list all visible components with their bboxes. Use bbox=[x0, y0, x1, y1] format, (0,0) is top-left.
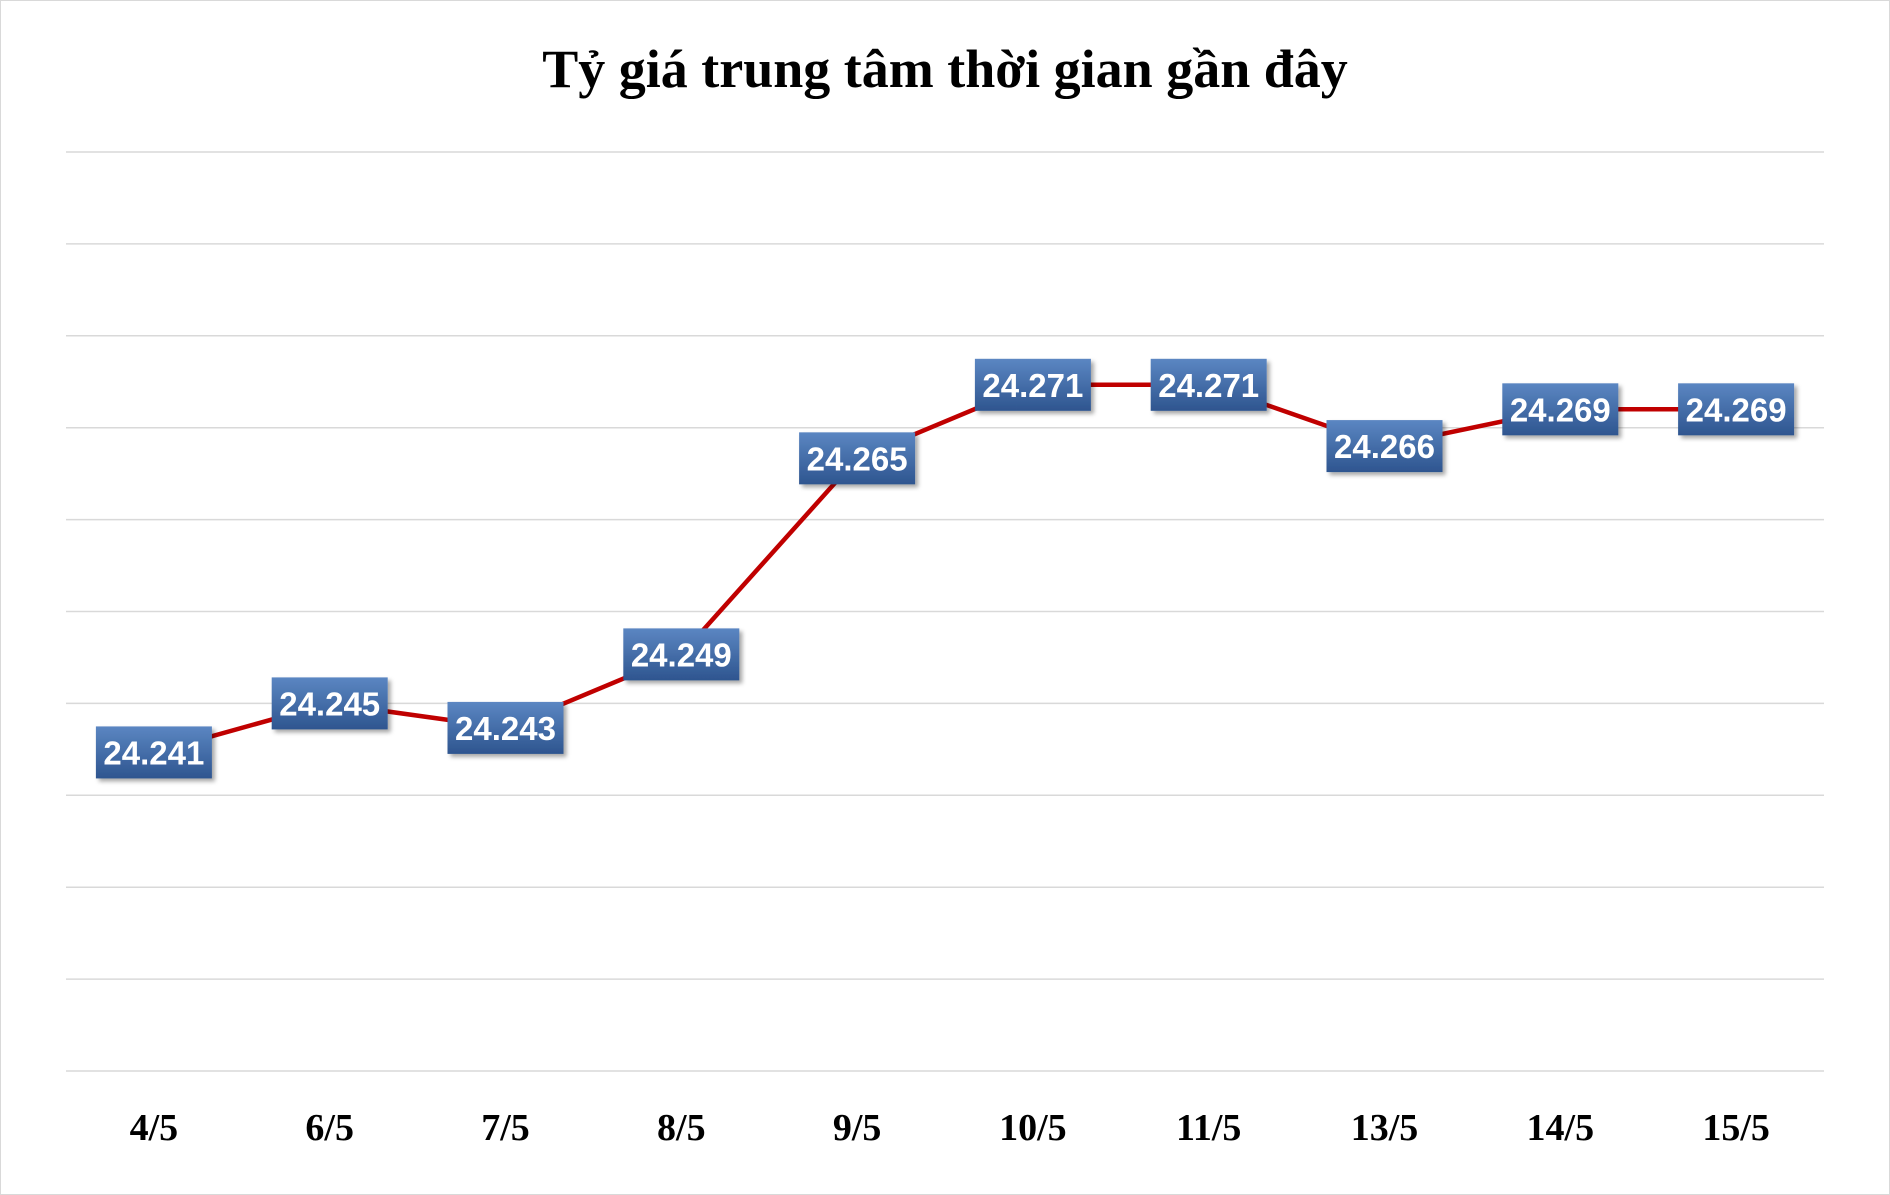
x-tick-label: 6/5 bbox=[305, 1107, 354, 1149]
data-label-text: 24.269 bbox=[1510, 391, 1611, 428]
gridlines bbox=[66, 151, 1824, 1072]
data-label-7: 24.266 bbox=[1326, 420, 1443, 473]
data-label-2: 24.243 bbox=[447, 701, 564, 754]
data-label-box bbox=[447, 701, 564, 754]
data-label-box bbox=[1678, 383, 1795, 436]
data-label-text: 24.266 bbox=[1334, 428, 1435, 465]
data-label-box bbox=[1502, 383, 1619, 436]
data-labels: 24.241 24.245 24.243 24.249 24.265 24.271 24.2… bbox=[95, 358, 1795, 779]
data-label-8: 24.269 bbox=[1502, 383, 1619, 436]
data-label-5: 24.271 bbox=[974, 358, 1091, 411]
x-tick-label: 11/5 bbox=[1176, 1107, 1241, 1149]
data-label-4: 24.265 bbox=[799, 432, 916, 485]
series-line-path bbox=[153, 382, 1737, 755]
data-label-box bbox=[95, 726, 212, 779]
x-tick-label: 7/5 bbox=[481, 1107, 530, 1149]
data-label-3: 24.249 bbox=[623, 628, 740, 681]
data-label-1: 24.245 bbox=[271, 677, 388, 730]
data-label-box bbox=[623, 628, 740, 681]
data-label-text: 24.249 bbox=[631, 636, 732, 673]
data-label-text: 24.245 bbox=[279, 685, 380, 722]
data-label-box bbox=[1326, 420, 1443, 473]
x-tick-label: 4/5 bbox=[130, 1107, 179, 1149]
data-label-box bbox=[799, 432, 916, 485]
x-tick-label: 15/5 bbox=[1702, 1107, 1770, 1149]
series-line bbox=[153, 382, 1737, 755]
data-label-text: 24.269 bbox=[1686, 391, 1787, 428]
x-tick-label: 14/5 bbox=[1527, 1107, 1595, 1149]
data-label-text: 24.243 bbox=[455, 710, 556, 747]
data-label-box bbox=[271, 677, 388, 730]
data-label-6: 24.271 bbox=[1150, 358, 1267, 411]
chart-title: Tỷ giá trung tâm thời gian gần đây bbox=[542, 39, 1348, 99]
data-label-box bbox=[1150, 358, 1267, 411]
x-axis-ticks: 4/5 6/5 7/5 8/5 9/5 10/5 11/5 13/5 14/5 15/5 bbox=[130, 1107, 1770, 1149]
data-label-9: 24.269 bbox=[1678, 383, 1795, 436]
x-tick-label: 13/5 bbox=[1351, 1107, 1419, 1149]
x-tick-label: 8/5 bbox=[657, 1107, 706, 1149]
data-label-box bbox=[974, 358, 1091, 411]
data-label-text: 24.271 bbox=[982, 367, 1083, 404]
data-label-text: 24.265 bbox=[807, 440, 908, 477]
data-label-0: 24.241 bbox=[95, 726, 212, 779]
data-label-text: 24.241 bbox=[103, 734, 204, 771]
x-tick-label: 9/5 bbox=[833, 1107, 882, 1149]
x-tick-label: 10/5 bbox=[999, 1107, 1067, 1149]
data-label-text: 24.271 bbox=[1158, 367, 1259, 404]
